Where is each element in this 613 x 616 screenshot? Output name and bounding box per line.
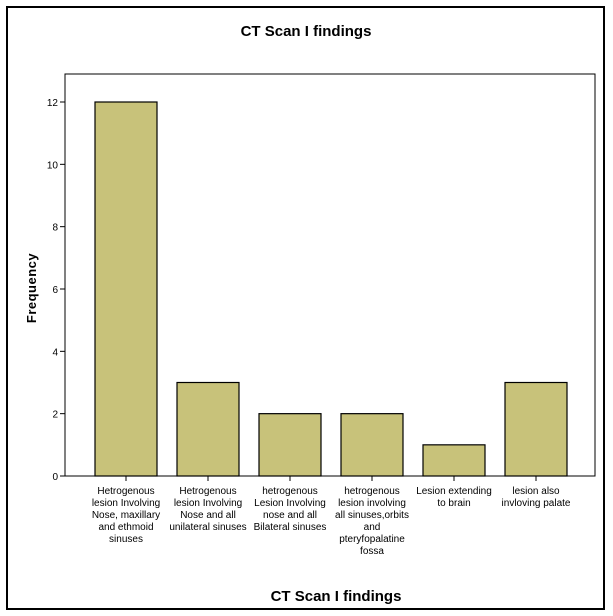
x-category-line: Nose, maxillary [92, 510, 160, 521]
x-category-line: nose and all [263, 510, 317, 521]
bar [94, 101, 158, 477]
axes [64, 73, 596, 477]
x-category-label: hetrogenous lesion involving all sinuses,o… [335, 486, 409, 557]
x-category-line: Hetrogenous [179, 486, 236, 497]
x-category-line: all sinuses,orbits [335, 510, 409, 521]
bar [340, 413, 404, 477]
x-axis-label: CT Scan I findings [271, 588, 402, 605]
y-tick-label: 12 [47, 98, 59, 109]
x-category-line: lesion Involving [92, 498, 160, 509]
x-category-line: and ethmoid [98, 522, 153, 533]
x-categories: Hetrogenous lesion Involving Nose, maxilla… [92, 476, 571, 557]
x-category-line: lesion also [512, 486, 560, 497]
x-category-label: Hetrogenous lesion Involving Nose and all u… [169, 486, 246, 533]
y-axis-label: Frequency [24, 253, 39, 324]
bar [422, 444, 486, 477]
x-category-label: Lesion extending to brain [416, 486, 492, 509]
plot-area [64, 73, 596, 477]
x-category-line: Nose and all [180, 510, 236, 521]
x-category-line: sinuses [109, 534, 143, 545]
x-category-line: invloving palate [502, 498, 571, 509]
x-category-line: lesion involving [338, 498, 406, 509]
x-category-label: hetrogenous Lesion Involving nose and all B… [254, 486, 327, 533]
x-category-line: Bilateral sinuses [254, 522, 327, 533]
bars [94, 101, 568, 477]
x-category-label: lesion also invloving palate [502, 486, 571, 509]
x-category-line: Lesion Involving [254, 498, 326, 509]
x-category-label: Hetrogenous lesion Involving Nose, maxilla… [92, 486, 160, 545]
x-category-line: and [364, 522, 381, 533]
x-category-line: lesion Involving [174, 498, 242, 509]
y-tick-label: 4 [52, 347, 58, 358]
bar [504, 381, 568, 477]
y-tick-label: 2 [52, 410, 58, 421]
x-category-line: hetrogenous [344, 486, 400, 497]
bar [258, 413, 322, 477]
x-category-line: hetrogenous [262, 486, 318, 497]
x-category-line: Lesion extending [416, 486, 492, 497]
chart-title: CT Scan I findings [241, 23, 372, 40]
x-category-line: unilateral sinuses [169, 522, 246, 533]
y-tick-label: 6 [52, 285, 58, 296]
y-ticks: 0 2 4 6 8 10 12 [47, 98, 65, 483]
bar [176, 381, 240, 477]
x-category-line: fossa [360, 546, 384, 557]
x-category-line: to brain [437, 498, 470, 509]
x-category-line: Hetrogenous [97, 486, 154, 497]
y-tick-label: 10 [47, 160, 59, 171]
y-tick-label: 8 [52, 223, 58, 234]
x-category-line: pteryfopalatine [339, 534, 405, 545]
y-tick-label: 0 [52, 472, 58, 483]
